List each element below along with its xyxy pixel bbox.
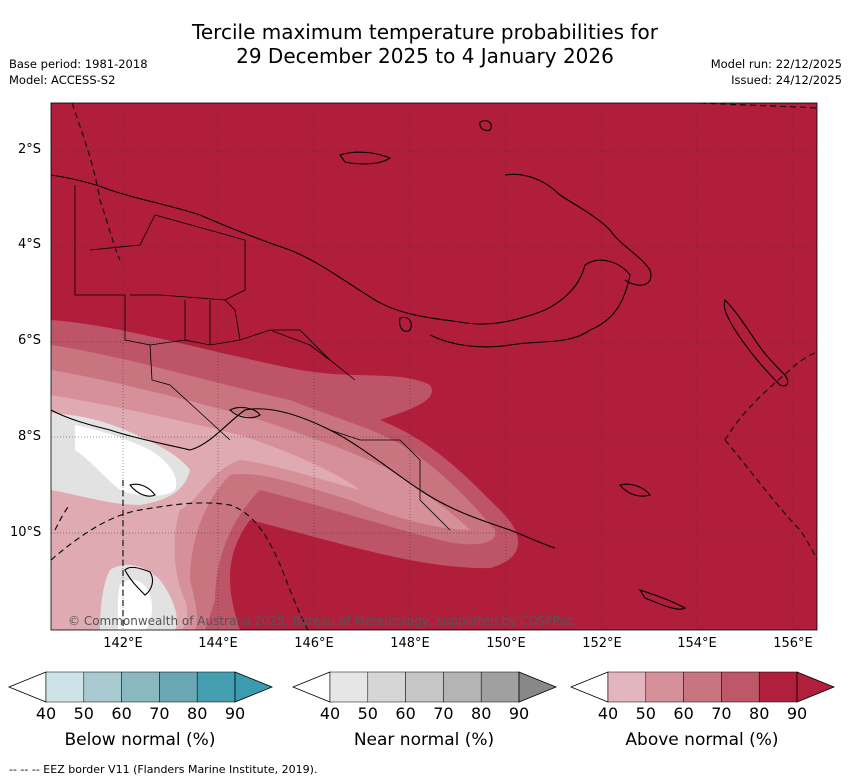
legend-below-tick: 60 <box>111 704 132 723</box>
lat-label-8s: 8°S <box>18 429 42 444</box>
legend-near-tick: 80 <box>471 704 492 723</box>
legend-below-swatch <box>196 671 236 703</box>
legend-above-right-arrow <box>796 671 836 703</box>
legend-near-normal <box>291 671 558 703</box>
lon-label-144e: 144°E <box>198 636 238 651</box>
legend-near-swatch <box>405 671 444 703</box>
lon-label-146e: 146°E <box>294 636 334 651</box>
legend-above-tick: 50 <box>635 704 656 723</box>
legend-above-swatch <box>607 671 647 703</box>
legend-near-swatch <box>367 671 406 703</box>
eez-footnote: -- -- -- EEZ border V11 (Flanders Marine… <box>9 763 318 776</box>
legend-title-near: Near normal (%) <box>353 730 495 750</box>
graticule <box>51 103 817 630</box>
probability-field <box>51 103 817 630</box>
legend-above-tick: 80 <box>749 704 770 723</box>
legend-above-swatch <box>645 671 684 703</box>
title-line-1: Tercile maximum temperature probabilitie… <box>192 20 658 44</box>
legend-near-tick: 40 <box>319 704 341 723</box>
lat-label-4s: 4°S <box>18 237 42 252</box>
legend-title-below: Below normal (%) <box>64 730 216 750</box>
legend-below-tick: 40 <box>35 704 57 723</box>
legend-below-swatch <box>121 671 160 703</box>
legend-above-left-arrow <box>569 671 609 703</box>
legend-above-tick: 90 <box>786 704 808 723</box>
lon-label-152e: 152°E <box>582 636 622 651</box>
legend-above-swatch <box>758 671 798 703</box>
legend-below-swatch <box>83 671 122 703</box>
legend-near-swatch <box>443 671 482 703</box>
lon-label-156e: 156°E <box>773 636 813 651</box>
lat-label-2s: 2°S <box>18 142 42 157</box>
model-name: Model: ACCESS-S2 <box>9 73 116 87</box>
legend-below-right-arrow <box>234 671 274 703</box>
near-normal-50-area <box>75 425 177 630</box>
legend-near-tick: 50 <box>357 704 378 723</box>
legend-below-swatch <box>45 671 85 703</box>
legend-above-swatch <box>683 671 722 703</box>
legend-below-normal <box>7 671 274 703</box>
issued-date: Issued: 24/12/2025 <box>731 73 842 87</box>
legend-near-left-arrow <box>291 671 331 703</box>
title-line-2: 29 December 2025 to 4 January 2026 <box>236 44 614 68</box>
legend-below-left-arrow <box>7 671 47 703</box>
legend-near-tick: 60 <box>395 704 416 723</box>
legend-above-tick: 70 <box>711 704 732 723</box>
legend-above-tick: 40 <box>597 704 619 723</box>
model-run: Model run: 22/12/2025 <box>710 57 842 71</box>
legend-below-tick: 90 <box>224 704 246 723</box>
legend-below-tick: 70 <box>149 704 170 723</box>
legend-above-swatch <box>721 671 760 703</box>
lon-label-148e: 148°E <box>390 636 430 651</box>
lat-label-6s: 6°S <box>18 333 42 348</box>
legend-near-right-arrow <box>518 671 558 703</box>
legend-above-normal <box>569 671 836 703</box>
base-period: Base period: 1981-2018 <box>9 57 148 71</box>
lon-label-142e: 142°E <box>103 636 143 651</box>
legend-title-above: Above normal (%) <box>625 730 779 750</box>
coastlines <box>51 120 789 610</box>
map-frame <box>50 102 818 631</box>
lat-label-10s: 10°S <box>10 525 42 540</box>
legend-near-swatch <box>329 671 369 703</box>
legend-below-tick: 80 <box>187 704 208 723</box>
legend-above-tick: 60 <box>673 704 694 723</box>
legend-near-swatch <box>480 671 520 703</box>
legend-near-tick: 90 <box>508 704 530 723</box>
copyright-notice: © Commonwealth of Australia 2025, Bureau… <box>68 614 574 628</box>
lon-label-154e: 154°E <box>677 636 717 651</box>
province-borders <box>74 185 451 531</box>
legend-near-tick: 70 <box>433 704 454 723</box>
lon-label-150e: 150°E <box>486 636 526 651</box>
legend-below-swatch <box>159 671 198 703</box>
legend-below-tick: 50 <box>73 704 94 723</box>
